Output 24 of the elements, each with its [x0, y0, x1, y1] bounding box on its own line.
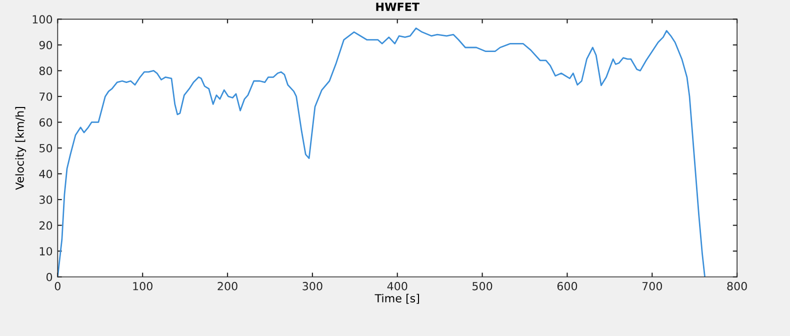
x-tick-label: 300: [302, 282, 322, 290]
x-tick-label: 100: [133, 282, 152, 290]
y-tick-label: 30: [40, 196, 52, 204]
x-axis-title: Time [s]: [374, 294, 420, 304]
x-tick-label: 500: [472, 282, 492, 290]
x-tick-label: 400: [387, 282, 408, 290]
line-series: [58, 27, 706, 277]
y-axis-title: Velocity [km/h]: [15, 107, 26, 190]
y-tick-label: 20: [39, 221, 52, 230]
y-tick-label: 100: [32, 15, 52, 24]
chart-title: HWFET: [376, 2, 420, 11]
x-tick-label: 200: [218, 282, 238, 290]
x-tick-label: 600: [557, 282, 578, 290]
x-tick-label: 0: [54, 282, 60, 290]
x-tick-label: 700: [642, 282, 662, 290]
y-tick-label: 10: [40, 247, 52, 256]
y-tick-label: 50: [40, 144, 52, 152]
y-tick-label: 70: [40, 92, 52, 101]
y-tick-label: 40: [39, 170, 52, 178]
y-tick-label: 90: [39, 40, 52, 50]
y-tick-label: 60: [39, 118, 52, 127]
x-tick-label: 800: [727, 282, 747, 290]
y-tick-label: 0: [46, 272, 52, 282]
y-tick-label: 80: [39, 66, 52, 76]
